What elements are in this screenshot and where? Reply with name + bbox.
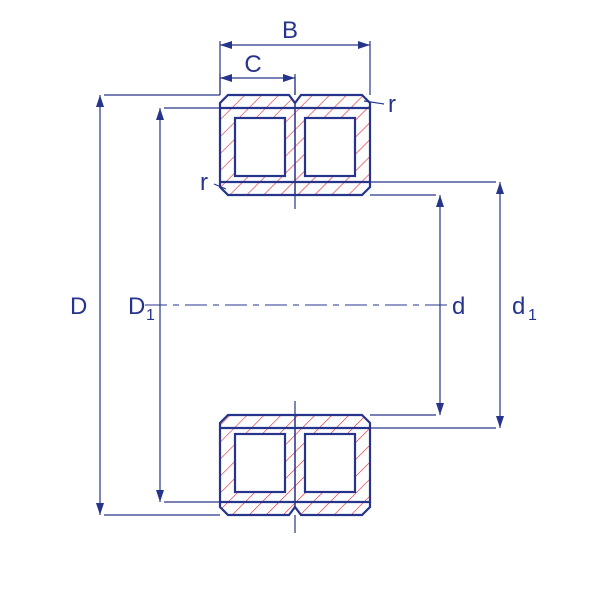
svg-text:1: 1 bbox=[528, 307, 537, 324]
svg-text:d: d bbox=[512, 293, 525, 320]
svg-text:D: D bbox=[70, 293, 87, 320]
bearing-cross-section-diagram: BCDD1dd1rr bbox=[0, 0, 600, 600]
svg-text:r: r bbox=[388, 91, 396, 118]
svg-text:d: d bbox=[452, 293, 465, 320]
svg-text:B: B bbox=[282, 17, 298, 44]
svg-text:r: r bbox=[200, 169, 208, 196]
svg-text:D: D bbox=[128, 293, 145, 320]
svg-text:1: 1 bbox=[146, 307, 155, 324]
svg-text:C: C bbox=[244, 51, 261, 78]
